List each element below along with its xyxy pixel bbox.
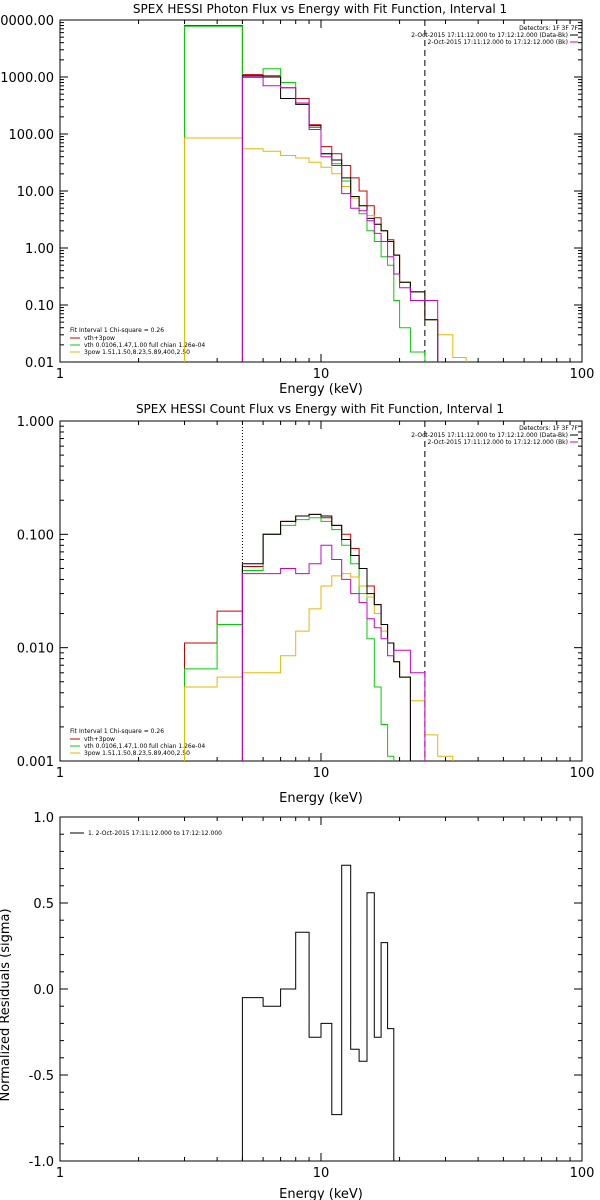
count-series-bk <box>241 544 426 761</box>
count-header-line-2: 2-Oct-2015 17:11:12.000 to 17:12:12.000 … <box>411 432 568 439</box>
photon-series-bk <box>241 76 439 362</box>
count-header-line-3: 2-Oct-2015 17:11:12.000 to 17:12:12.000 … <box>428 439 569 446</box>
photon-header-line-3: 2-Oct-2015 17:11:12.000 to 17:12:12.000 … <box>428 39 569 46</box>
photon-series-3pow <box>184 137 467 362</box>
count-fit-legend-3: 3pow 1.51,1.50,8.23,5.89,400,2.50 <box>84 750 190 757</box>
photon-fit-legend-2: vth 0.0106,1.47,1.00 full chian 1.26e-04 <box>84 342 205 349</box>
photon-series-data-bk <box>241 75 439 362</box>
count-xtick-label: 10 <box>313 766 330 781</box>
count-xtick-label: 1 <box>56 766 64 781</box>
photon-xlabel: Energy (keV) <box>279 382 363 397</box>
count-ytick-label: 0.100 <box>17 528 54 543</box>
photon-frame <box>59 19 583 363</box>
count-ytick-label: 0.010 <box>17 642 54 657</box>
residual-xtick-label: 1 <box>56 1166 64 1181</box>
photon-xtick-label: 10 <box>313 367 330 382</box>
count-series-3pow <box>184 573 454 761</box>
residual-ytick-label: 0.0 <box>33 983 54 998</box>
photon-ytick-label: 1.00 <box>25 242 54 257</box>
count-xtick-label: 100 <box>570 766 595 781</box>
count-plot-area: 1 10 100 0.001 0.010 0.100 1.000 <box>17 415 595 781</box>
residual-legend-entry: 1. 2-Oct-2015 17:11:12.000 to 17:12:12.0… <box>88 830 222 837</box>
count-flux-panel: SPEX HESSI Count Flux vs Energy with Fit… <box>70 402 579 806</box>
photon-ytick-label: 100.00 <box>9 128 55 143</box>
count-flux-title: SPEX HESSI Count Flux vs Energy with Fit… <box>136 402 504 416</box>
residual-series-1-2-oct-2015-17-11-12-000-to-17-12-12-000 <box>241 864 395 1161</box>
residual-xlabel: Energy (keV) <box>279 1187 363 1200</box>
photon-series-vth <box>184 25 426 362</box>
count-series-vth <box>184 517 395 761</box>
count-series-data-bk <box>241 513 411 761</box>
photon-fit-legend-title: Fit Interval 1 Chi-square = 0.26 <box>70 327 164 334</box>
count-header-line-1: Detectors: 1F 3F 7F <box>519 425 578 432</box>
photon-fit-legend-1: vth+3pow <box>84 335 115 342</box>
photon-xtick-label: 1 <box>56 367 64 382</box>
photon-ytick-label: 10.00 <box>17 185 54 200</box>
residual-plot-area: 1 10 100 -1.0 -0.5 0.0 0.5 1.0 <box>29 811 595 1181</box>
photon-plot-area: 1 10 100 0.01 0.10 1.00 10.00 100.00 1000.00 0000… <box>0 14 594 382</box>
photon-flux-title: SPEX HESSI Photon Flux vs Energy with Fi… <box>133 2 507 16</box>
photon-header-line-1: Detectors: 1F 3F 7F <box>519 25 578 32</box>
residual-ytick-label: 1.0 <box>33 811 54 826</box>
residual-ytick-label: -1.0 <box>29 1155 54 1170</box>
plot-layer: 1 10 1000.010.101.0010.00100.001000.000000… <box>0 14 594 1181</box>
residual-frame <box>59 816 583 1162</box>
photon-header-line-2: 2-Oct-2015 17:11:12.000 to 17:12:12.000 … <box>411 32 568 39</box>
photon-ytick-label: 0.01 <box>25 356 54 371</box>
residual-ytick-label: 0.5 <box>33 897 54 912</box>
count-fit-legend-title: Fit Interval 1 Chi-square = 0.26 <box>70 728 164 735</box>
photon-ytick-label: 0.10 <box>25 299 54 314</box>
count-fit-legend-2: vth 0.0106,1.47,1.00 full chian 1.26e-04 <box>84 743 205 750</box>
photon-xtick-label: 100 <box>570 367 595 382</box>
count-ytick-label: 1.000 <box>17 415 54 430</box>
count-fit-legend-1: vth+3pow <box>84 736 115 743</box>
residual-xtick-label: 10 <box>313 1166 330 1181</box>
residual-ytick-label: -0.5 <box>29 1069 54 1084</box>
photon-flux-panel: SPEX HESSI Photon Flux vs Energy with Fi… <box>70 2 579 397</box>
photon-ytick-label: 1000.00 <box>0 71 54 86</box>
residual-xtick-label: 100 <box>570 1166 595 1181</box>
residual-ylabel: Normalized Residuals (sigma) <box>0 908 13 1101</box>
count-xlabel: Energy (keV) <box>279 791 363 806</box>
photon-fit-legend-3: 3pow 1.51,1.50,8.23,5.89,400,2.50 <box>84 349 190 356</box>
count-ytick-label: 0.001 <box>17 755 54 770</box>
count-series-vth-3pow <box>184 513 411 761</box>
residuals-panel: 1. 2-Oct-2015 17:11:12.000 to 17:12:12.0… <box>0 830 363 1200</box>
photon-ytick-label: 0000.00 <box>0 14 54 29</box>
